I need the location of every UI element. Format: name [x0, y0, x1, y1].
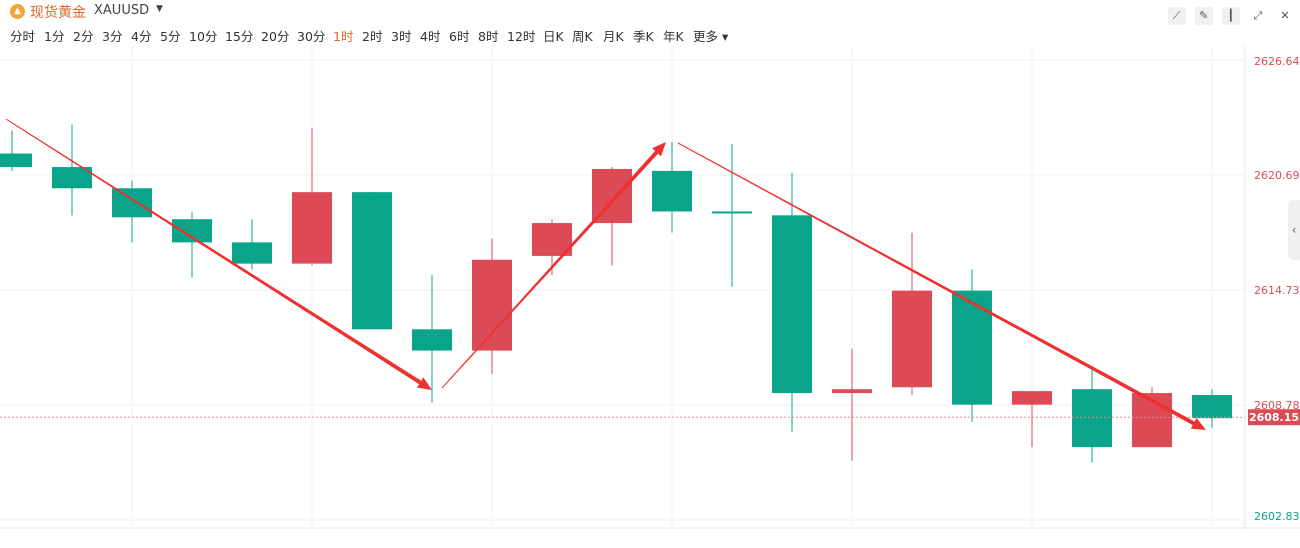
period-15[interactable]: 8时	[478, 29, 499, 44]
candle-body-2	[112, 188, 152, 218]
candle-body-18	[1072, 389, 1112, 448]
trend-arrowhead-0	[416, 377, 432, 390]
candle-body-8	[472, 259, 512, 351]
line-tool-icon[interactable]: ⟋	[1167, 7, 1186, 25]
period-7[interactable]: 15分	[225, 29, 254, 44]
period-22[interactable]: 更多 ▾	[693, 29, 729, 44]
candle-body-11	[652, 170, 692, 212]
trend-arrowhead-2	[1190, 418, 1206, 430]
candle-body-5	[292, 192, 332, 264]
candle-body-7	[412, 329, 452, 351]
candle-body-15	[892, 290, 932, 388]
pencil-icon[interactable]: ✎	[1194, 7, 1213, 25]
chart-header: ▲ 现货黄金 XAUUSD ▼ ⟋ ✎ ┃ ⤢ ✕	[0, 0, 1300, 25]
current-price-label: 2608.15	[1249, 411, 1299, 424]
period-12[interactable]: 3时	[391, 29, 412, 44]
period-1[interactable]: 1分	[44, 29, 65, 44]
period-19[interactable]: 月K	[603, 29, 624, 44]
candle-body-13	[772, 215, 812, 394]
period-4[interactable]: 4分	[131, 29, 152, 44]
y-tick-label-1: 2620.69	[1254, 169, 1300, 182]
period-5[interactable]: 5分	[160, 29, 181, 44]
expand-icon[interactable]: ⤢	[1253, 9, 1263, 22]
candle-body-0	[0, 153, 32, 168]
period-6[interactable]: 10分	[189, 29, 218, 44]
candle-body-4	[232, 242, 272, 264]
y-tick-label-2: 2614.73	[1254, 284, 1300, 297]
current-price-tag	[1248, 409, 1300, 426]
period-18[interactable]: 周K	[572, 29, 593, 44]
gold-bars-icon: ▲	[10, 4, 25, 19]
period-20[interactable]: 季K	[633, 29, 654, 44]
period-2[interactable]: 2分	[73, 29, 94, 44]
trend-arrow-1	[441, 148, 661, 389]
period-16[interactable]: 12时	[507, 29, 536, 44]
candle-body-12	[712, 211, 752, 214]
collapse-panel-handle[interactable]: ‹	[1288, 200, 1300, 260]
instrument-code[interactable]: XAUUSD	[94, 3, 150, 18]
candle-body-9	[532, 223, 572, 256]
period-0[interactable]: 分时	[10, 29, 36, 44]
period-10[interactable]: 1时	[333, 29, 354, 44]
candle-body-6	[352, 192, 392, 330]
caret-down-icon[interactable]: ▼	[156, 4, 163, 14]
y-tick-label-3: 2608.78	[1254, 399, 1300, 412]
candle-body-1	[52, 167, 92, 189]
instrument-name[interactable]: 现货黄金	[30, 5, 86, 21]
candle-body-3	[172, 219, 212, 243]
period-9[interactable]: 30分	[297, 29, 326, 44]
trend-arrowhead-1	[652, 142, 666, 157]
period-11[interactable]: 2时	[362, 29, 383, 44]
candle-body-14	[832, 389, 872, 394]
period-8[interactable]: 20分	[261, 29, 290, 44]
trend-arrow-2	[677, 142, 1199, 427]
y-tick-label-4: 2602.83	[1254, 510, 1300, 523]
candlestick-type-icon[interactable]: ┃	[1221, 7, 1240, 25]
period-13[interactable]: 4时	[420, 29, 441, 44]
candle-body-17	[1012, 391, 1052, 405]
period-3[interactable]: 3分	[102, 29, 123, 44]
close-icon[interactable]: ✕	[1280, 9, 1290, 22]
period-14[interactable]: 6时	[449, 29, 470, 44]
candle-body-20	[1192, 395, 1232, 419]
trend-arrow-0	[5, 118, 425, 387]
y-tick-label-0: 2626.64	[1254, 55, 1300, 68]
candle-body-16	[952, 290, 992, 405]
period-17[interactable]: 日K	[543, 29, 564, 44]
toolbar: ⟋ ✎ ┃ ⤢ ✕	[1164, 4, 1294, 25]
period-21[interactable]: 年K	[663, 29, 684, 44]
